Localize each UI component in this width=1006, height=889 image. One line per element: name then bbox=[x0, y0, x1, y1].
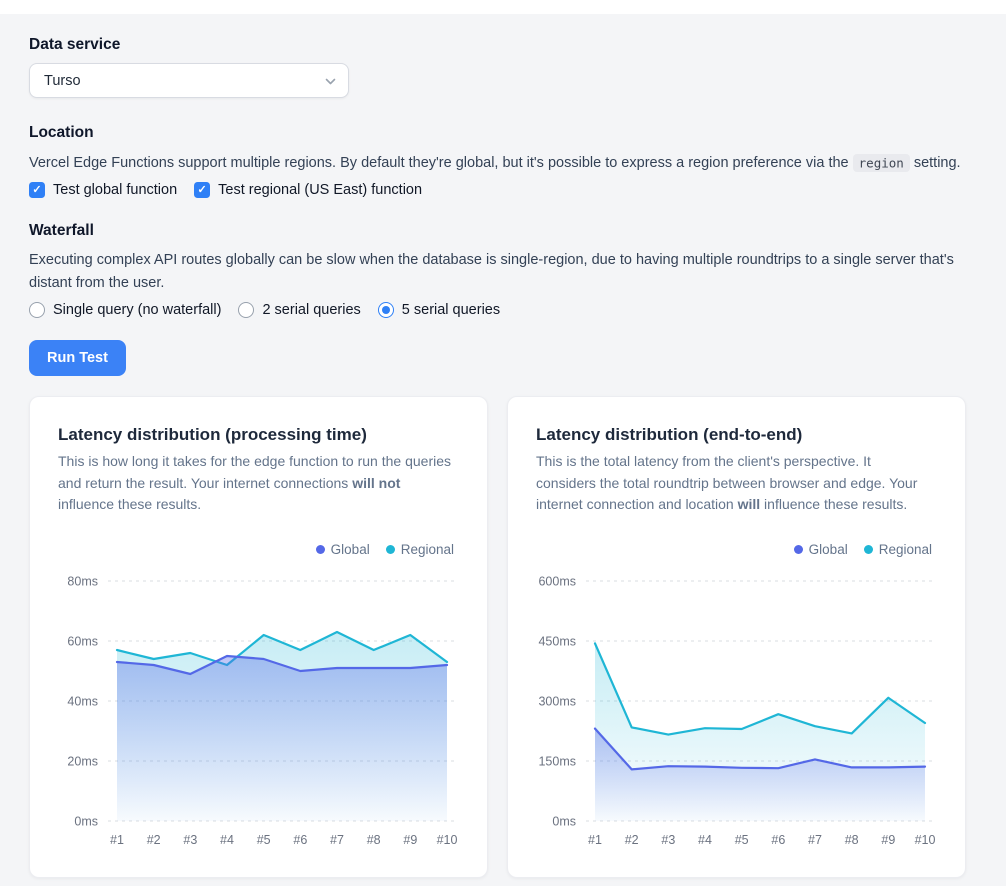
svg-text:300ms: 300ms bbox=[538, 694, 576, 708]
svg-text:#10: #10 bbox=[437, 833, 458, 847]
radio-icon[interactable] bbox=[238, 302, 255, 318]
legend-item-regional: Regional bbox=[863, 541, 932, 557]
svg-text:450ms: 450ms bbox=[538, 634, 576, 648]
radio-icon[interactable] bbox=[29, 302, 45, 318]
location-description: Vercel Edge Functions support multiple r… bbox=[29, 151, 977, 175]
waterfall-radios: Single query (no waterfall) 2 serial quer… bbox=[29, 302, 977, 318]
svg-text:#5: #5 bbox=[257, 833, 271, 847]
legend-label: Regional bbox=[400, 541, 454, 557]
svg-text:20ms: 20ms bbox=[67, 754, 98, 768]
svg-text:#10: #10 bbox=[915, 833, 936, 847]
data-service-select[interactable]: Turso bbox=[29, 63, 349, 98]
svg-text:#7: #7 bbox=[330, 833, 344, 847]
description-text: This is how long it takes for the edge f… bbox=[58, 453, 452, 491]
chart-legend: Global Regional bbox=[536, 542, 932, 557]
legend-item-global: Global bbox=[315, 541, 370, 557]
svg-text:#7: #7 bbox=[808, 833, 822, 847]
latency-test-app: Data service Turso Location Vercel Edge … bbox=[0, 14, 1006, 886]
data-service-selected-value: Turso bbox=[44, 72, 81, 89]
waterfall-description: Executing complex API routes globally ca… bbox=[29, 252, 954, 291]
svg-text:#2: #2 bbox=[625, 833, 639, 847]
description-suffix: influence these results. bbox=[760, 496, 908, 512]
location-description-suffix: setting. bbox=[909, 155, 961, 171]
processing-time-chart-title: Latency distribution (processing time) bbox=[58, 425, 367, 444]
legend-label: Global bbox=[808, 541, 848, 557]
checkbox-label: Test global function bbox=[53, 182, 178, 198]
svg-text:#3: #3 bbox=[183, 833, 197, 847]
svg-text:#2: #2 bbox=[147, 833, 161, 847]
legend-dot-icon bbox=[385, 544, 395, 554]
checkbox-label: Test regional (US East) function bbox=[218, 182, 423, 198]
svg-text:#8: #8 bbox=[367, 833, 381, 847]
legend-dot-icon bbox=[315, 544, 325, 554]
svg-text:#5: #5 bbox=[735, 833, 749, 847]
checkbox-icon[interactable]: ✓ bbox=[194, 182, 211, 198]
svg-text:0ms: 0ms bbox=[552, 814, 576, 828]
legend-dot-icon bbox=[863, 544, 873, 554]
description-bold-text: will not bbox=[352, 474, 401, 491]
data-service-heading: Data service bbox=[29, 36, 121, 53]
legend-item-regional: Regional bbox=[385, 541, 454, 557]
radio-2-serial-queries[interactable]: 2 serial queries bbox=[238, 302, 361, 318]
legend-dot-icon bbox=[793, 544, 803, 554]
svg-text:#9: #9 bbox=[403, 833, 417, 847]
end-to-end-card: Latency distribution (end-to-end) This i… bbox=[507, 396, 966, 878]
svg-text:60ms: 60ms bbox=[67, 634, 98, 648]
description-text: This is the total latency from the clien… bbox=[536, 453, 918, 512]
legend-label: Global bbox=[330, 541, 370, 557]
location-heading: Location bbox=[29, 124, 94, 141]
description-suffix: influence these results. bbox=[58, 496, 202, 512]
end-to-end-chart: 0ms 150ms 300ms 450ms 600ms #1 #2 #3 #4 #5 #6 #7 #8 #… bbox=[536, 567, 937, 855]
location-checkboxes: ✓ Test global function ✓ Test regional (US … bbox=[29, 182, 977, 198]
end-to-end-chart-description: This is the total latency from the clien… bbox=[536, 451, 934, 516]
run-test-button[interactable]: Run Test bbox=[29, 340, 126, 376]
legend-label: Regional bbox=[878, 541, 932, 557]
radio-icon[interactable] bbox=[377, 302, 394, 318]
processing-time-card: Latency distribution (processing time) T… bbox=[29, 396, 488, 878]
radio-single-query-no-waterfall[interactable]: Single query (no waterfall) bbox=[29, 302, 221, 318]
svg-text:#1: #1 bbox=[110, 833, 124, 847]
location-description-text: Vercel Edge Functions support multiple r… bbox=[29, 155, 853, 171]
svg-text:600ms: 600ms bbox=[538, 574, 576, 588]
radio-5-serial-queries[interactable]: 5 serial queries bbox=[377, 302, 501, 318]
checkbox-test-global-function[interactable]: ✓ Test global function bbox=[29, 182, 177, 198]
checkbox-icon[interactable]: ✓ bbox=[29, 182, 45, 198]
radio-label: 5 serial queries bbox=[401, 302, 501, 318]
end-to-end-chart-title: Latency distribution (end-to-end) bbox=[536, 425, 803, 444]
svg-text:150ms: 150ms bbox=[538, 754, 576, 768]
svg-text:#4: #4 bbox=[698, 833, 712, 847]
svg-text:#4: #4 bbox=[220, 833, 234, 847]
svg-text:#6: #6 bbox=[293, 833, 307, 847]
chevron-down-icon bbox=[324, 75, 337, 92]
processing-time-chart: 0ms 20ms 40ms 60ms 80ms #1 #2 #3 #4 #5 #6 #7 #8 #9 #10 bbox=[58, 567, 459, 855]
svg-text:#6: #6 bbox=[771, 833, 785, 847]
svg-text:#9: #9 bbox=[881, 833, 895, 847]
checkbox-test-regional-us-east-function[interactable]: ✓ Test regional (US East) function bbox=[194, 182, 422, 198]
radio-label: Single query (no waterfall) bbox=[53, 302, 222, 318]
svg-text:#8: #8 bbox=[845, 833, 859, 847]
svg-text:40ms: 40ms bbox=[67, 694, 98, 708]
svg-text:#1: #1 bbox=[588, 833, 602, 847]
waterfall-heading: Waterfall bbox=[29, 222, 94, 239]
chart-legend: Global Regional bbox=[58, 542, 454, 557]
radio-label: 2 serial queries bbox=[262, 302, 361, 318]
chart-cards: Latency distribution (processing time) T… bbox=[29, 396, 977, 878]
description-bold-text: will bbox=[737, 496, 761, 512]
processing-time-chart-description: This is how long it takes for the edge f… bbox=[58, 451, 456, 516]
legend-item-global: Global bbox=[793, 541, 848, 557]
region-code-chip: region bbox=[852, 153, 910, 172]
svg-text:#3: #3 bbox=[661, 833, 675, 847]
svg-text:80ms: 80ms bbox=[67, 574, 98, 588]
svg-text:0ms: 0ms bbox=[74, 814, 98, 828]
